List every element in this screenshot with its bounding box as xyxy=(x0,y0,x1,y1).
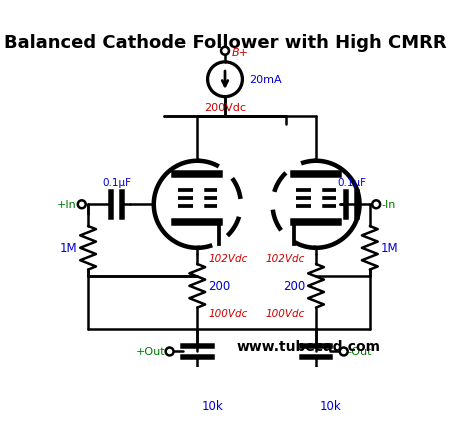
Text: 100Vdc: 100Vdc xyxy=(208,309,248,319)
Text: -Out: -Out xyxy=(348,347,372,357)
Text: 200Vdc: 200Vdc xyxy=(204,102,246,112)
Circle shape xyxy=(166,348,174,355)
Text: 102Vdc: 102Vdc xyxy=(266,253,305,263)
Text: 102Vdc: 102Vdc xyxy=(208,253,248,263)
Circle shape xyxy=(221,48,229,56)
Text: 100Vdc: 100Vdc xyxy=(266,309,305,319)
Circle shape xyxy=(372,201,380,209)
Circle shape xyxy=(78,201,86,209)
Text: 200: 200 xyxy=(208,279,231,293)
Text: 0.1μF: 0.1μF xyxy=(337,178,366,187)
Circle shape xyxy=(340,348,348,355)
Text: 200: 200 xyxy=(283,279,305,293)
Text: 20mA: 20mA xyxy=(249,75,281,85)
Text: 1M: 1M xyxy=(381,242,399,255)
Text: www.tubecad.com: www.tubecad.com xyxy=(236,339,380,353)
Text: Balanced Cathode Follower with High CMRR: Balanced Cathode Follower with High CMRR xyxy=(4,34,446,52)
Text: 10k: 10k xyxy=(320,399,342,412)
Text: +Out: +Out xyxy=(136,347,166,357)
Text: -In: -In xyxy=(382,200,396,210)
Text: B+: B+ xyxy=(231,47,248,57)
Text: 0.1μF: 0.1μF xyxy=(102,178,131,187)
Text: 1M: 1M xyxy=(59,242,77,255)
Text: +In: +In xyxy=(56,200,76,210)
Text: 10k: 10k xyxy=(201,399,223,412)
